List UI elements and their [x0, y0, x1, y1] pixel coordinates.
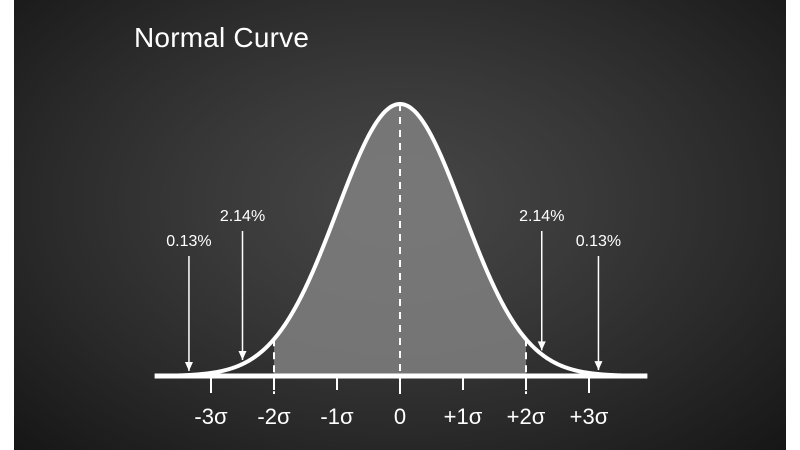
- annotation-label: 2.14%: [220, 208, 265, 225]
- tick-label: -3σ: [194, 404, 228, 429]
- annotation-arrow-head: [238, 351, 247, 361]
- annotation-arrow-head: [537, 341, 546, 351]
- chart-title: Normal Curve: [134, 22, 310, 53]
- tick-label: +3σ: [570, 404, 609, 429]
- annotation-arrow-head: [594, 361, 603, 371]
- chalkboard-background: Normal Curve -3σ -2σ -1σ 0 +1σ +2σ +3σ 0.13% 2.…: [14, 0, 786, 450]
- normal-curve-chart: -3σ -2σ -1σ 0 +1σ +2σ +3σ 0.13% 2.14% 2.14% 0.13%: [154, 101, 648, 429]
- annotation-label: 2.14%: [519, 208, 564, 225]
- annotation-label: 0.13%: [166, 233, 211, 250]
- tick-label: +2σ: [507, 404, 546, 429]
- tick-label: 0: [394, 404, 406, 429]
- annotation-label: 0.13%: [576, 233, 621, 250]
- normal-curve: [158, 101, 642, 378]
- tick-label: +1σ: [444, 404, 483, 429]
- annotation-arrow-head: [184, 362, 193, 372]
- tick-label: -1σ: [320, 404, 354, 429]
- tick-label: -2σ: [257, 404, 291, 429]
